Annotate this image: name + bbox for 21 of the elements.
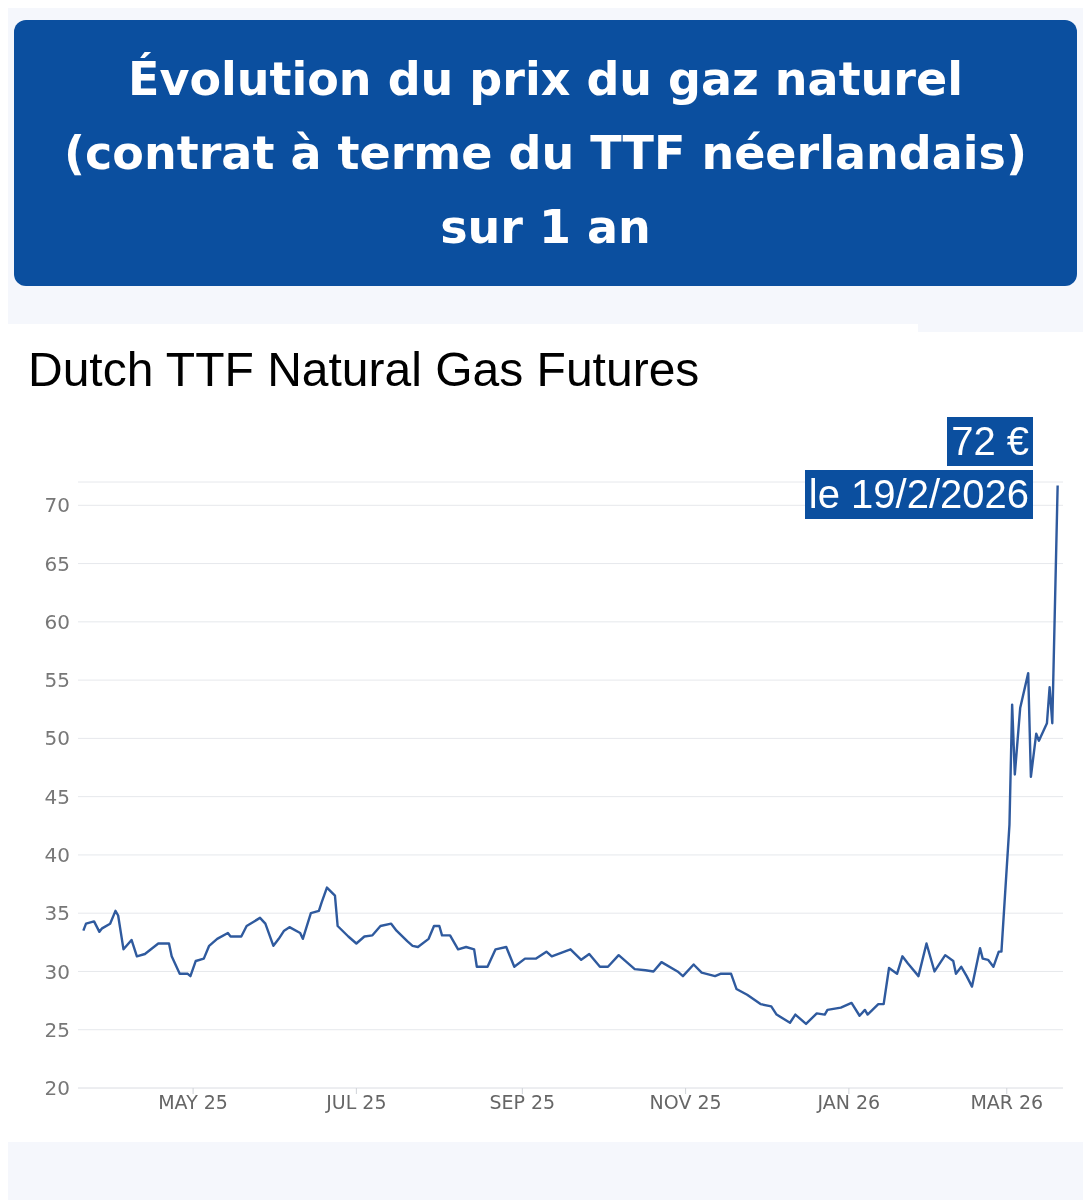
y-tick-label: 70 (44, 493, 70, 518)
y-tick-label: 50 (44, 726, 70, 751)
y-tick-label: 20 (44, 1076, 70, 1101)
y-tick-label: 35 (44, 901, 70, 926)
y-tick-label: 25 (44, 1017, 70, 1042)
y-tick-label: 65 (44, 551, 70, 576)
x-tick-label: MAY 25 (158, 1091, 228, 1114)
text: 72 € (947, 417, 1033, 466)
chart-title: Évolution du prix du gaz naturel (contrat à terme du TTF néerlandais) sur 1 an (14, 20, 1077, 286)
x-tick-label: NOV 25 (649, 1091, 722, 1114)
x-tick-label: SEP 25 (489, 1091, 556, 1114)
y-tick-label: 55 (44, 668, 70, 693)
x-tick-label: JAN 26 (816, 1091, 881, 1114)
x-tick-label: JUL 25 (325, 1091, 387, 1114)
y-tick-label: 30 (44, 959, 70, 984)
annotation: le 19/2/2026 (804, 470, 1033, 519)
chart-subtitle: Dutch TTF Natural Gas Futures (28, 342, 701, 397)
y-tick-label: 60 (44, 609, 70, 634)
y-tick-label: 40 (44, 843, 70, 868)
x-tick-label: MAR 26 (970, 1091, 1044, 1114)
y-tick-label: 45 (44, 784, 70, 809)
